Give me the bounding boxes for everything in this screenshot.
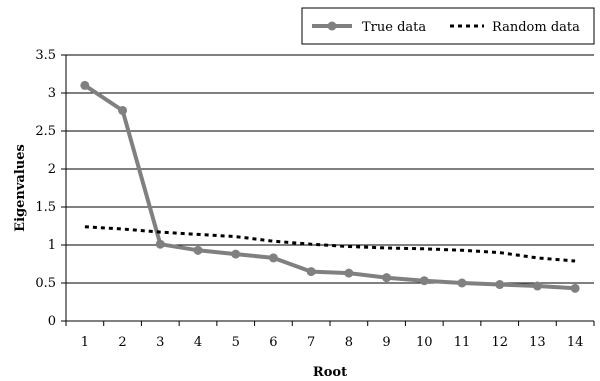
- legend: True data Random data: [301, 7, 595, 45]
- y-axis-title: Eigenvalues: [13, 144, 28, 232]
- series-layer: [80, 80, 580, 293]
- true-data-point: [155, 239, 165, 249]
- true-data-point: [80, 80, 90, 90]
- y-tick-label: 0: [48, 314, 56, 329]
- y-tick-label: 2.5: [35, 124, 56, 139]
- true-data-point: [495, 280, 505, 290]
- y-tick-label: 3.5: [35, 48, 56, 63]
- x-tick-label: 12: [491, 335, 508, 350]
- x-tick-label: 4: [194, 335, 202, 350]
- y-tick-label: 2: [48, 162, 56, 177]
- true-data-point: [419, 276, 429, 286]
- x-tick-label: 7: [307, 335, 315, 350]
- true-data-point: [306, 267, 316, 277]
- series-line-true-data: [83, 83, 576, 291]
- x-tick-label: 13: [529, 335, 546, 350]
- true-data-point: [532, 281, 542, 291]
- series-line-random-data: [84, 225, 576, 263]
- y-tick-label: 1: [48, 238, 56, 253]
- x-tick-label: 5: [232, 335, 240, 350]
- true-data-point: [382, 273, 392, 283]
- x-axis-title: Root: [313, 365, 347, 380]
- x-tick-label: 2: [118, 335, 126, 350]
- true-data-point: [268, 253, 278, 263]
- x-tick-label: 6: [269, 335, 277, 350]
- x-tick-label: 8: [345, 335, 353, 350]
- axes: 00.511.522.533.51 2 3 4 5 6 7 8 9 10 11 12 13 14RootE…: [13, 48, 595, 380]
- x-tick-label: 3: [156, 335, 164, 350]
- x-tick-label: 11: [454, 335, 471, 350]
- x-tick-label: 14: [567, 335, 584, 350]
- true-data-point: [570, 283, 580, 293]
- true-data-point: [193, 245, 203, 255]
- true-data-point: [457, 278, 467, 288]
- x-tick-label: 1: [81, 335, 89, 350]
- x-tick-label: 10: [416, 335, 433, 350]
- y-tick-label: 1.5: [35, 200, 56, 215]
- y-tick-label: 3: [48, 86, 56, 101]
- y-tick-label: 0.5: [35, 276, 56, 291]
- true-data-point: [344, 268, 354, 278]
- true-data-point: [118, 105, 128, 115]
- legend-label-true-data: True data: [362, 20, 426, 35]
- legend-label-random-data: Random data: [492, 20, 580, 35]
- grid-lines: [66, 54, 594, 284]
- true-data-point: [231, 249, 241, 259]
- x-tick-label: 9: [382, 335, 390, 350]
- legend-marker-true-data: [327, 21, 337, 31]
